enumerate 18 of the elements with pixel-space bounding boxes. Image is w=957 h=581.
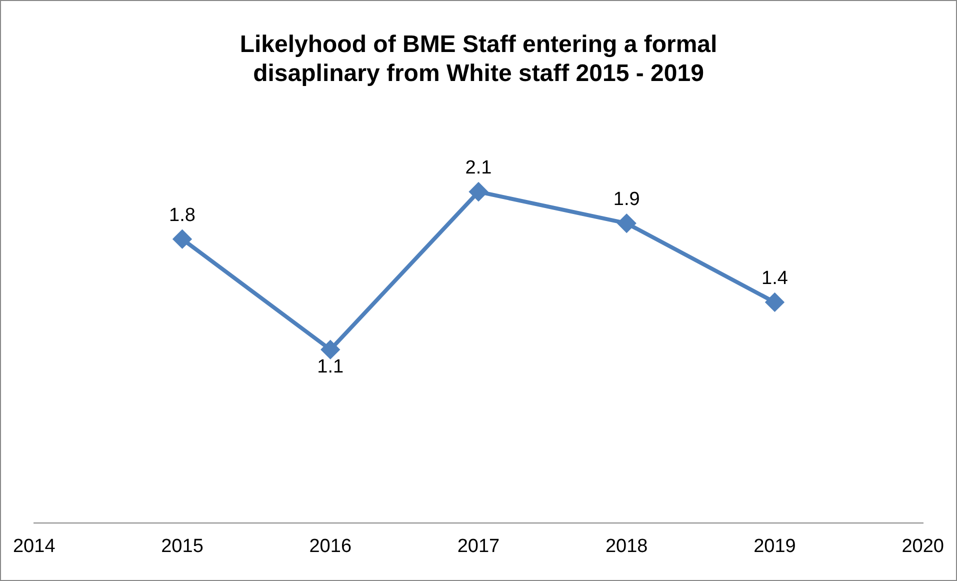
point bbox=[618, 214, 636, 232]
x-tick-label: 2017 bbox=[457, 536, 500, 557]
data-label: 1.1 bbox=[317, 356, 344, 378]
point bbox=[470, 182, 488, 201]
data-label: 1.8 bbox=[169, 204, 196, 226]
data-label: 2.1 bbox=[465, 157, 492, 178]
chart-title: Likelyhood of BME Staff entering a formal disaplinary from White staff 2015 - 2019 bbox=[240, 31, 718, 87]
x-tick-label: 2018 bbox=[605, 536, 648, 557]
x-tick-label: 2020 bbox=[902, 536, 944, 557]
x-tick-label: 2016 bbox=[309, 536, 352, 557]
x-tick-label: 2014 bbox=[12, 536, 56, 557]
x-tick-label: 2019 bbox=[754, 536, 796, 557]
point bbox=[321, 340, 340, 359]
data-label: 1.9 bbox=[613, 189, 640, 210]
x-tick-label: 2015 bbox=[161, 536, 204, 557]
point bbox=[173, 230, 192, 248]
data-label: 1.4 bbox=[762, 268, 788, 289]
point bbox=[766, 293, 784, 312]
